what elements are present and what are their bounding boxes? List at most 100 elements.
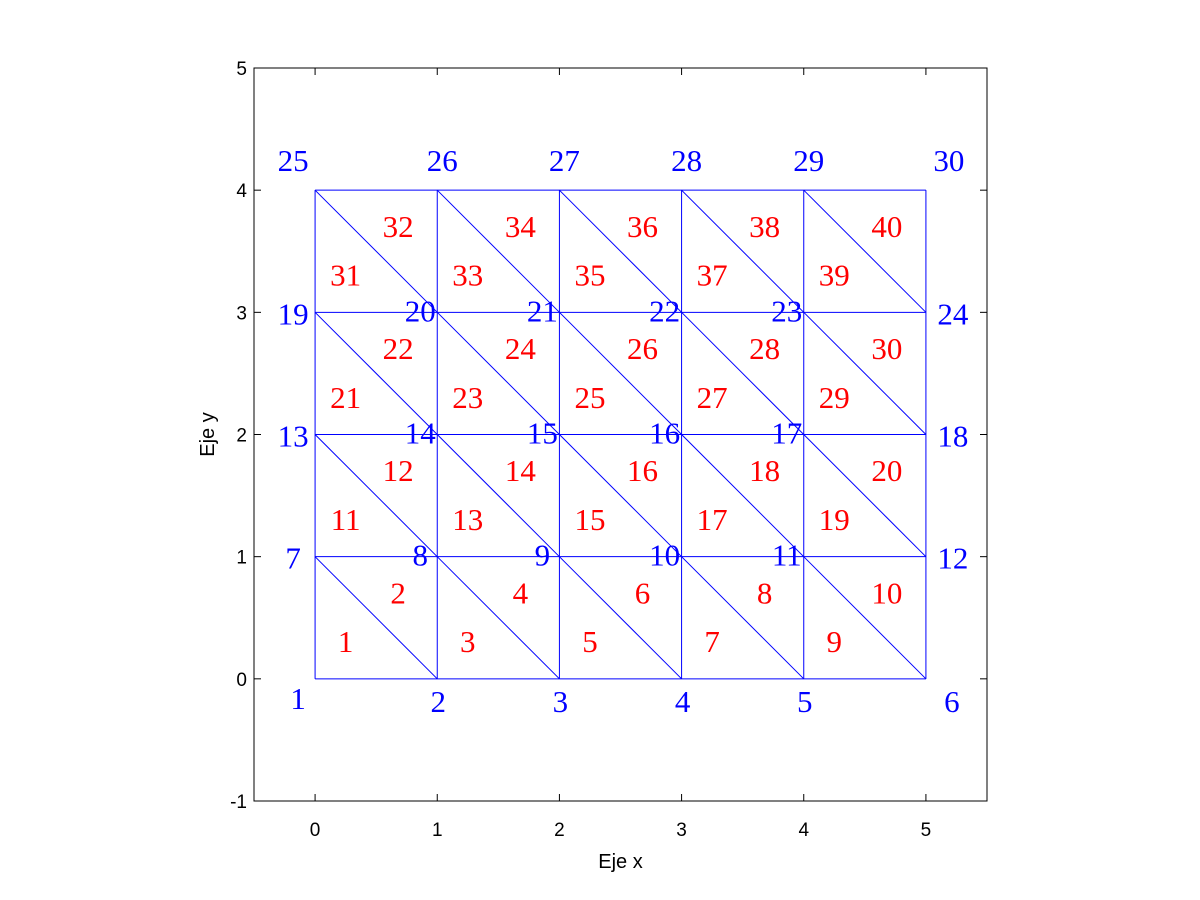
element-label: 24 xyxy=(505,331,537,366)
x-tick-label: 5 xyxy=(921,820,932,841)
mesh-diagonal-line xyxy=(803,311,927,435)
element-label: 21 xyxy=(330,380,361,415)
element-label: 33 xyxy=(452,258,483,293)
node-label: 20 xyxy=(405,293,436,328)
element-label: 34 xyxy=(505,209,537,244)
node-label: 7 xyxy=(285,541,301,576)
element-label: 39 xyxy=(819,258,850,293)
node-label: 14 xyxy=(405,416,437,451)
node-label: 28 xyxy=(671,143,702,178)
element-label: 23 xyxy=(452,380,483,415)
mesh-diagonal-line xyxy=(436,434,560,558)
y-tick-label: 0 xyxy=(236,670,247,691)
element-label: 6 xyxy=(635,575,651,610)
node-label: 17 xyxy=(771,416,802,451)
node-label: 24 xyxy=(937,296,969,331)
element-label: 5 xyxy=(582,624,598,659)
node-label: 10 xyxy=(649,538,680,573)
node-label: 22 xyxy=(649,293,680,328)
x-tick-label: 0 xyxy=(310,820,321,841)
node-label: 9 xyxy=(535,538,551,573)
y-tick-label: 4 xyxy=(236,181,247,202)
mesh-diagonal-line xyxy=(803,434,927,558)
element-label: 20 xyxy=(871,453,902,488)
element-label: 32 xyxy=(383,209,414,244)
mesh-diagonal-line xyxy=(803,189,927,313)
node-label: 2 xyxy=(431,684,447,719)
mesh-diagonal-line xyxy=(436,556,560,680)
element-label: 4 xyxy=(513,575,529,610)
mesh-diagonal-line xyxy=(436,311,560,435)
element-label: 30 xyxy=(871,331,902,366)
node-label: 4 xyxy=(675,684,691,719)
node-label: 19 xyxy=(278,296,309,331)
element-label: 12 xyxy=(383,453,414,488)
element-label: 19 xyxy=(819,502,850,537)
node-label: 18 xyxy=(937,419,968,454)
node-label: 26 xyxy=(427,143,458,178)
node-label: 27 xyxy=(549,143,580,178)
node-label: 8 xyxy=(413,538,429,573)
node-label: 3 xyxy=(553,684,569,719)
element-label: 29 xyxy=(819,380,850,415)
mesh-diagonal-line xyxy=(314,556,438,680)
x-tick-label: 2 xyxy=(554,820,565,841)
node-label: 29 xyxy=(793,143,824,178)
element-label: 13 xyxy=(452,502,483,537)
y-tick-label: 3 xyxy=(236,303,247,324)
node-label: 21 xyxy=(527,293,558,328)
y-tick-label: -1 xyxy=(230,792,247,813)
mesh-diagonal-line xyxy=(803,556,927,680)
element-label: 31 xyxy=(330,258,361,293)
node-label: 25 xyxy=(278,143,309,178)
element-label: 16 xyxy=(627,453,658,488)
element-label: 25 xyxy=(574,380,605,415)
node-label: 12 xyxy=(937,541,968,576)
element-label: 38 xyxy=(749,209,780,244)
element-label: 22 xyxy=(383,331,414,366)
node-label: 5 xyxy=(797,684,813,719)
mesh-diagonal-line xyxy=(681,189,805,313)
y-axis-label: Eje y xyxy=(197,412,219,456)
node-label: 30 xyxy=(933,143,964,178)
node-label: 1 xyxy=(290,681,306,716)
x-axis-label: Eje x xyxy=(598,851,642,873)
mesh-diagonal-line xyxy=(559,434,682,558)
triangular-mesh xyxy=(314,189,927,680)
mesh-diagonal-line xyxy=(681,434,805,558)
node-label: 15 xyxy=(527,416,558,451)
element-label: 9 xyxy=(827,624,843,659)
element-label: 27 xyxy=(697,380,728,415)
element-label: 17 xyxy=(697,502,728,537)
element-label: 8 xyxy=(757,575,773,610)
mesh-diagonal-line xyxy=(559,556,682,680)
x-tick-label: 4 xyxy=(798,820,809,841)
y-tick-label: 2 xyxy=(236,426,247,447)
element-labels: 1234567891011121314151617181920212223242… xyxy=(330,209,902,659)
node-label: 23 xyxy=(771,293,802,328)
element-label: 35 xyxy=(574,258,605,293)
mesh-diagonal-line xyxy=(314,311,438,435)
element-label: 37 xyxy=(697,258,728,293)
element-label: 10 xyxy=(871,575,902,610)
element-label: 2 xyxy=(390,575,406,610)
node-label: 11 xyxy=(772,538,802,573)
element-label: 1 xyxy=(338,624,354,659)
x-tick-label: 1 xyxy=(432,820,443,841)
element-label: 11 xyxy=(331,502,361,537)
x-tick-label: 3 xyxy=(676,820,687,841)
element-label: 3 xyxy=(460,624,476,659)
mesh-diagonal-line xyxy=(681,311,805,435)
node-label: 16 xyxy=(649,416,680,451)
element-label: 14 xyxy=(505,453,537,488)
element-label: 15 xyxy=(574,502,605,537)
mesh-diagonal-line xyxy=(559,311,682,435)
mesh-diagonal-line xyxy=(681,556,805,680)
element-label: 7 xyxy=(704,624,720,659)
element-label: 28 xyxy=(749,331,780,366)
element-label: 40 xyxy=(871,209,902,244)
y-tick-label: 5 xyxy=(236,59,247,80)
